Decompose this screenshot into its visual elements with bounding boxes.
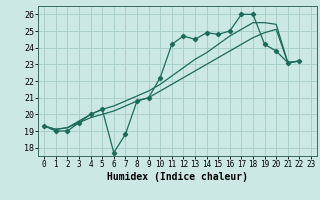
X-axis label: Humidex (Indice chaleur): Humidex (Indice chaleur) [107, 172, 248, 182]
